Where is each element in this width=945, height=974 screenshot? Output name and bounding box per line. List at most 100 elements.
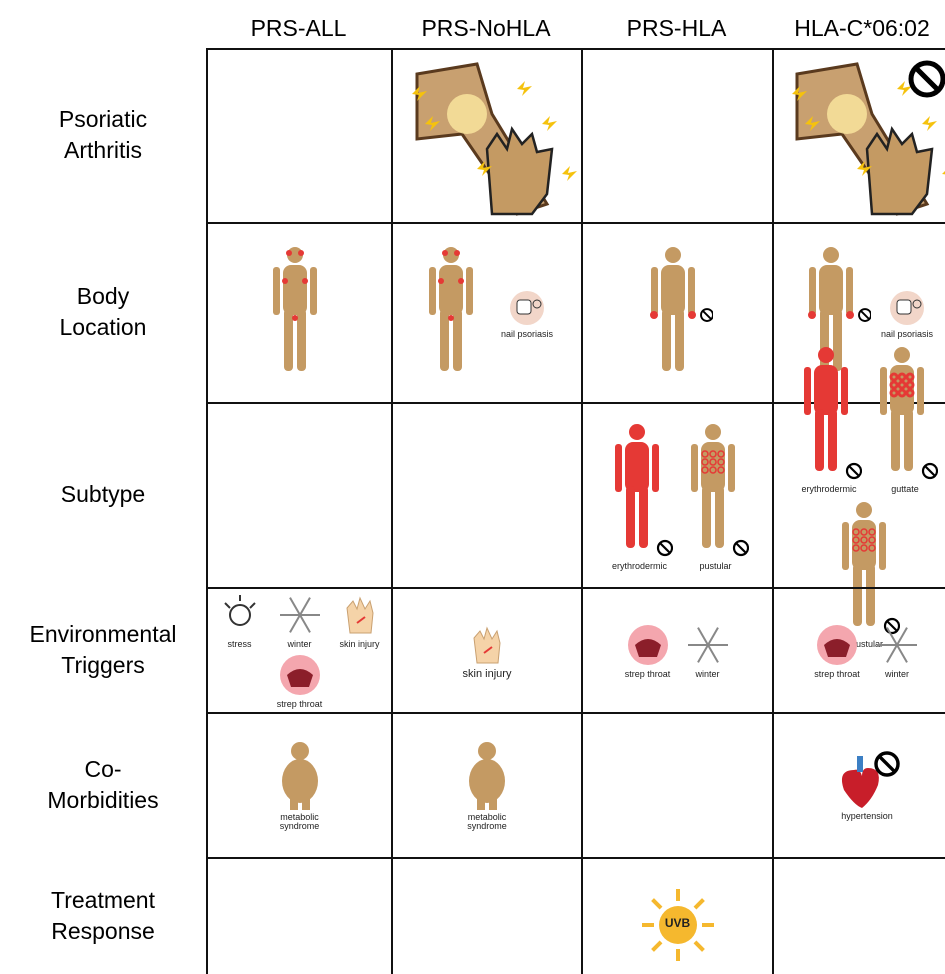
cell-item: winter xyxy=(275,593,325,649)
cell xyxy=(391,857,581,974)
cell xyxy=(206,222,391,402)
trigger-icon xyxy=(627,624,668,665)
row-label: Treatment Response xyxy=(51,886,155,944)
item-label: winter xyxy=(884,668,909,679)
cell: stress winter skin injury strep throat xyxy=(206,587,391,712)
row-label: Environmental Triggers xyxy=(29,620,177,678)
item-label: skin injury xyxy=(339,638,380,649)
subtype-figure xyxy=(614,424,673,557)
item-label: UVB xyxy=(664,915,691,930)
cell: strep throat winter xyxy=(581,587,772,712)
cell-item: skin injury xyxy=(462,623,512,679)
cell xyxy=(206,48,391,222)
arthritis-icon xyxy=(792,60,945,216)
cell xyxy=(581,222,772,402)
column-header: PRS-HLA xyxy=(626,15,727,41)
cell-item: metabolic syndrome xyxy=(452,741,522,831)
row-label: Subtype xyxy=(60,481,146,507)
trigger-icon xyxy=(345,596,374,633)
cell-item: UVB xyxy=(638,885,718,965)
cell xyxy=(581,712,772,857)
cell-item: nail psoriasis xyxy=(881,288,933,339)
cell: UVB xyxy=(581,857,772,974)
item-label: winter xyxy=(287,638,312,649)
subtype-figure xyxy=(804,346,862,479)
cell-item: skin injury xyxy=(335,593,385,649)
trigger-icon xyxy=(279,596,320,633)
cell xyxy=(772,48,945,222)
cell: erythrodermic guttate pustular xyxy=(772,346,945,648)
item-label: strep throat xyxy=(276,698,323,709)
trigger-icon xyxy=(687,626,728,663)
obese-figure xyxy=(469,741,505,810)
item-label: guttate xyxy=(891,483,919,494)
item-label: nail psoriasis xyxy=(880,328,934,339)
cell-item: guttate xyxy=(872,343,938,494)
trigger-icon xyxy=(817,624,857,665)
cell-item: stress xyxy=(215,593,265,649)
item-label: pustular xyxy=(850,638,884,649)
row-label: Psoriatic Arthritis xyxy=(58,106,148,163)
cell: skin injury xyxy=(391,587,581,712)
column-header: PRS-NoHLA xyxy=(421,15,551,41)
item-label: strep throat xyxy=(624,668,671,679)
item-label: nail psoriasis xyxy=(500,328,554,339)
subtype-figure xyxy=(842,501,900,634)
trigger-icon xyxy=(473,626,501,663)
cell: metabolic syndrome xyxy=(206,712,391,857)
obese-figure xyxy=(281,741,318,810)
heart-icon xyxy=(841,751,900,808)
cell-item: pustular xyxy=(683,420,749,571)
cell-item: nail psoriasis xyxy=(501,288,553,339)
cell-item: erythrodermic xyxy=(607,420,673,571)
cell xyxy=(581,48,772,222)
cell: nail psoriasis xyxy=(391,222,581,402)
body-figure xyxy=(428,247,473,371)
cell xyxy=(772,857,945,974)
body-figure xyxy=(272,247,317,371)
cell-item: winter xyxy=(683,623,733,679)
cell-item: metabolic syndrome xyxy=(265,741,335,831)
row-label: Co-Morbidities xyxy=(47,755,159,813)
item-label: metabolic syndrome xyxy=(279,811,320,831)
item-label: strep throat xyxy=(814,668,860,679)
item-label: erythrodermic xyxy=(801,483,857,494)
figure xyxy=(421,243,491,383)
subtype-figure xyxy=(690,424,749,557)
body-figure xyxy=(649,247,714,371)
cell-item: winter xyxy=(872,623,922,679)
figure xyxy=(265,243,335,383)
arthritis-icon xyxy=(412,61,577,216)
item-label: pustular xyxy=(699,561,732,571)
item-label: winter xyxy=(695,668,720,679)
cell: metabolic syndrome xyxy=(391,712,581,857)
subtype-figure xyxy=(880,346,938,479)
trigger-icon xyxy=(279,654,320,695)
row-label: Body Location xyxy=(59,283,147,340)
cell xyxy=(391,402,581,587)
cell-item: hypertension xyxy=(832,750,902,821)
item-label: hypertension xyxy=(841,811,893,821)
cell: erythrodermic pustular xyxy=(581,402,772,587)
item-label: erythrodermic xyxy=(611,561,667,571)
item-label: stress xyxy=(227,638,252,649)
figure xyxy=(643,243,714,383)
trigger-icon xyxy=(877,626,917,663)
column-header: PRS-ALL xyxy=(250,15,347,41)
cell-item: pustular xyxy=(834,498,900,649)
sun-icon xyxy=(641,888,714,961)
nail-icon xyxy=(510,290,544,325)
item-label: metabolic syndrome xyxy=(467,811,507,831)
cell xyxy=(206,857,391,974)
nail-icon xyxy=(890,290,924,325)
item-label: skin injury xyxy=(462,667,512,680)
trigger-icon xyxy=(223,594,256,626)
cell-item: erythrodermic xyxy=(796,343,862,494)
cell-item: strep throat xyxy=(812,623,862,679)
cell-item: strep throat xyxy=(275,653,325,709)
cell xyxy=(206,402,391,587)
cell-item: strep throat xyxy=(623,623,673,679)
cell xyxy=(391,48,581,222)
cell: strep throat winter xyxy=(772,587,945,712)
